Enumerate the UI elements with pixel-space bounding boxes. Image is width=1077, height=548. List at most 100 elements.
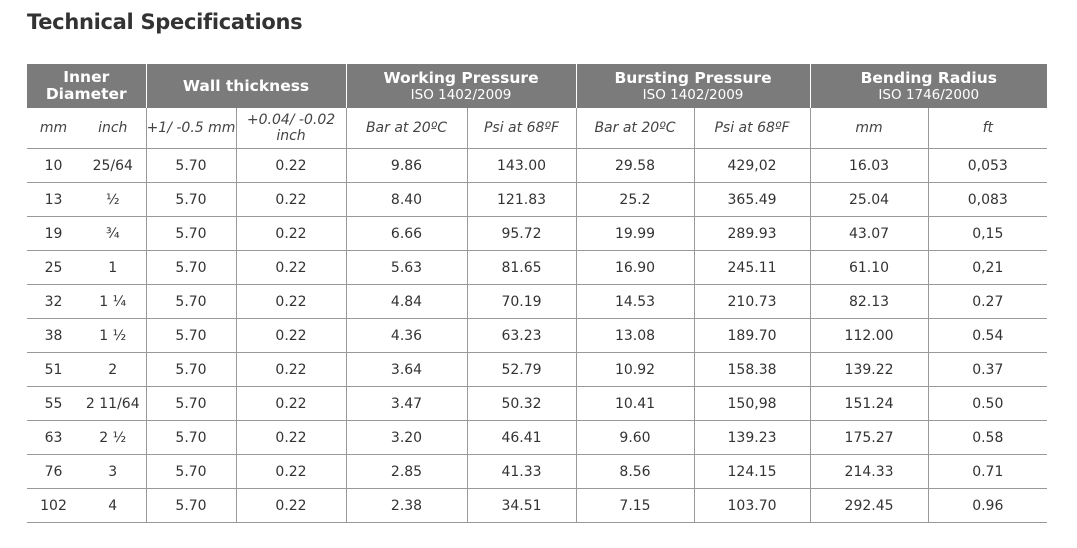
unit-header: mm [27, 108, 80, 149]
table-cell: 4.84 [345, 284, 468, 319]
group-header: Bursting Pressure ISO 1402/2009 [575, 64, 811, 108]
table-cell: 6.66 [345, 216, 468, 251]
table-cell: 46.41 [466, 420, 577, 455]
table-cell: 5.70 [145, 420, 237, 455]
table-cell: 429,02 [693, 148, 811, 183]
table-cell: 50.32 [466, 386, 577, 421]
table-cell: 2 ½ [80, 420, 147, 455]
table-cell: 38 [27, 318, 80, 353]
table-cell: 102 [27, 488, 80, 523]
table-cell: 1 [80, 250, 147, 285]
table-cell: 3.47 [345, 386, 468, 421]
table-cell: 150,98 [693, 386, 811, 421]
unit-header: Psi at 68ºF [466, 108, 577, 149]
table-cell: 7.15 [575, 488, 695, 523]
table-cell: 34.51 [466, 488, 577, 523]
table-cell: 0.50 [927, 386, 1048, 421]
table-cell: 5.70 [145, 352, 237, 387]
table-cell: 70.19 [466, 284, 577, 319]
table-cell: 16.03 [809, 148, 929, 183]
table-cell: 81.65 [466, 250, 577, 285]
table-cell: 0.22 [235, 454, 347, 489]
table-cell: 10 [27, 148, 80, 183]
table-cell: 175.27 [809, 420, 929, 455]
table-cell: 139.22 [809, 352, 929, 387]
table-cell: 214.33 [809, 454, 929, 489]
table-cell: 63 [27, 420, 80, 455]
table-row: 51 2 5.70 0.22 3.64 52.79 10.92 158.38 139.22 0.3… [27, 352, 1048, 387]
unit-row: mm inch +1/ -0.5 mm +0.04/ -0.02 inch Bar at… [27, 108, 1048, 149]
table-cell: 41.33 [466, 454, 577, 489]
table-cell: 61.10 [809, 250, 929, 285]
table-cell: 25/64 [80, 148, 147, 183]
table-row: 38 1 ½ 5.70 0.22 4.36 63.23 13.08 189.70 112.00 0… [27, 318, 1048, 353]
table-cell: 292.45 [809, 488, 929, 523]
group-header: Working Pressure ISO 1402/2009 [345, 64, 577, 108]
page-title: Technical Specifications [27, 10, 303, 34]
table-cell: 0,053 [927, 148, 1048, 183]
table-cell: 151.24 [809, 386, 929, 421]
group-subtitle: ISO 1402/2009 [642, 86, 744, 103]
table-cell: 2.85 [345, 454, 468, 489]
table-cell: 5.70 [145, 284, 237, 319]
table-row: 19 ¾ 5.70 0.22 6.66 95.72 19.99 289.93 43.07 0,15 [27, 216, 1048, 251]
table-cell: 10.41 [575, 386, 695, 421]
table-cell: 8.40 [345, 182, 468, 217]
table-cell: 5.63 [345, 250, 468, 285]
table-cell: 121.83 [466, 182, 577, 217]
table-cell: 0.22 [235, 318, 347, 353]
table-cell: 25.2 [575, 182, 695, 217]
table-cell: 82.13 [809, 284, 929, 319]
table-head: Inner Diameter Wall thickness Working Pres… [27, 64, 1048, 149]
table-cell: 3 [80, 454, 147, 489]
table-cell: 0.22 [235, 182, 347, 217]
table-cell: 189.70 [693, 318, 811, 353]
table-body: 10 25/64 5.70 0.22 9.86 143.00 29.58 429,02 16.0… [27, 148, 1048, 523]
table-cell: 55 [27, 386, 80, 421]
table-cell: 13.08 [575, 318, 695, 353]
table-cell: 158.38 [693, 352, 811, 387]
unit-header: ft [927, 108, 1048, 149]
table-cell: 0.58 [927, 420, 1048, 455]
spec-table: Inner Diameter Wall thickness Working Pres… [27, 64, 1048, 523]
table-cell: 245.11 [693, 250, 811, 285]
table-cell: 5.70 [145, 386, 237, 421]
unit-header: Bar at 20ºC [575, 108, 695, 149]
table-cell: 25 [27, 250, 80, 285]
table-cell: 9.86 [345, 148, 468, 183]
group-title: Inner Diameter [45, 68, 127, 103]
table-cell: 32 [27, 284, 80, 319]
unit-header: +1/ -0.5 mm [145, 108, 237, 149]
table-row: 25 1 5.70 0.22 5.63 81.65 16.90 245.11 61.10 0,21 [27, 250, 1048, 285]
table-cell: 16.90 [575, 250, 695, 285]
table-cell: 5.70 [145, 148, 237, 183]
group-title: Wall thickness [182, 76, 310, 95]
table-cell: 4 [80, 488, 147, 523]
table-row: 32 1 ¼ 5.70 0.22 4.84 70.19 14.53 210.73 82.13 0.… [27, 284, 1048, 319]
table-cell: 19 [27, 216, 80, 251]
group-header: Inner Diameter [27, 64, 147, 108]
table-cell: 5.70 [145, 182, 237, 217]
table-cell: 112.00 [809, 318, 929, 353]
table-row: 13 ½ 5.70 0.22 8.40 121.83 25.2 365.49 25.04 0,08… [27, 182, 1048, 217]
unit-header: Psi at 68ºF [693, 108, 811, 149]
table-cell: 51 [27, 352, 80, 387]
table-cell: 0,21 [927, 250, 1048, 285]
table-cell: 124.15 [693, 454, 811, 489]
table-row: 10 25/64 5.70 0.22 9.86 143.00 29.58 429,02 16.0… [27, 148, 1048, 183]
table-cell: 143.00 [466, 148, 577, 183]
table-cell: 63.23 [466, 318, 577, 353]
table-cell: 3.64 [345, 352, 468, 387]
table-cell: 0.22 [235, 284, 347, 319]
group-title: Bending Radius [860, 68, 997, 87]
table-row: 55 2 11/64 5.70 0.22 3.47 50.32 10.41 150,98 151… [27, 386, 1048, 421]
table-cell: 5.70 [145, 216, 237, 251]
group-header: Bending Radius ISO 1746/2000 [809, 64, 1048, 108]
table-cell: 0.54 [927, 318, 1048, 353]
table-cell: 139.23 [693, 420, 811, 455]
table-cell: 5.70 [145, 488, 237, 523]
table-cell: 52.79 [466, 352, 577, 387]
table-cell: 0.22 [235, 488, 347, 523]
table-cell: 0,083 [927, 182, 1048, 217]
table-row: 102 4 5.70 0.22 2.38 34.51 7.15 103.70 292.45 0.9… [27, 488, 1048, 523]
